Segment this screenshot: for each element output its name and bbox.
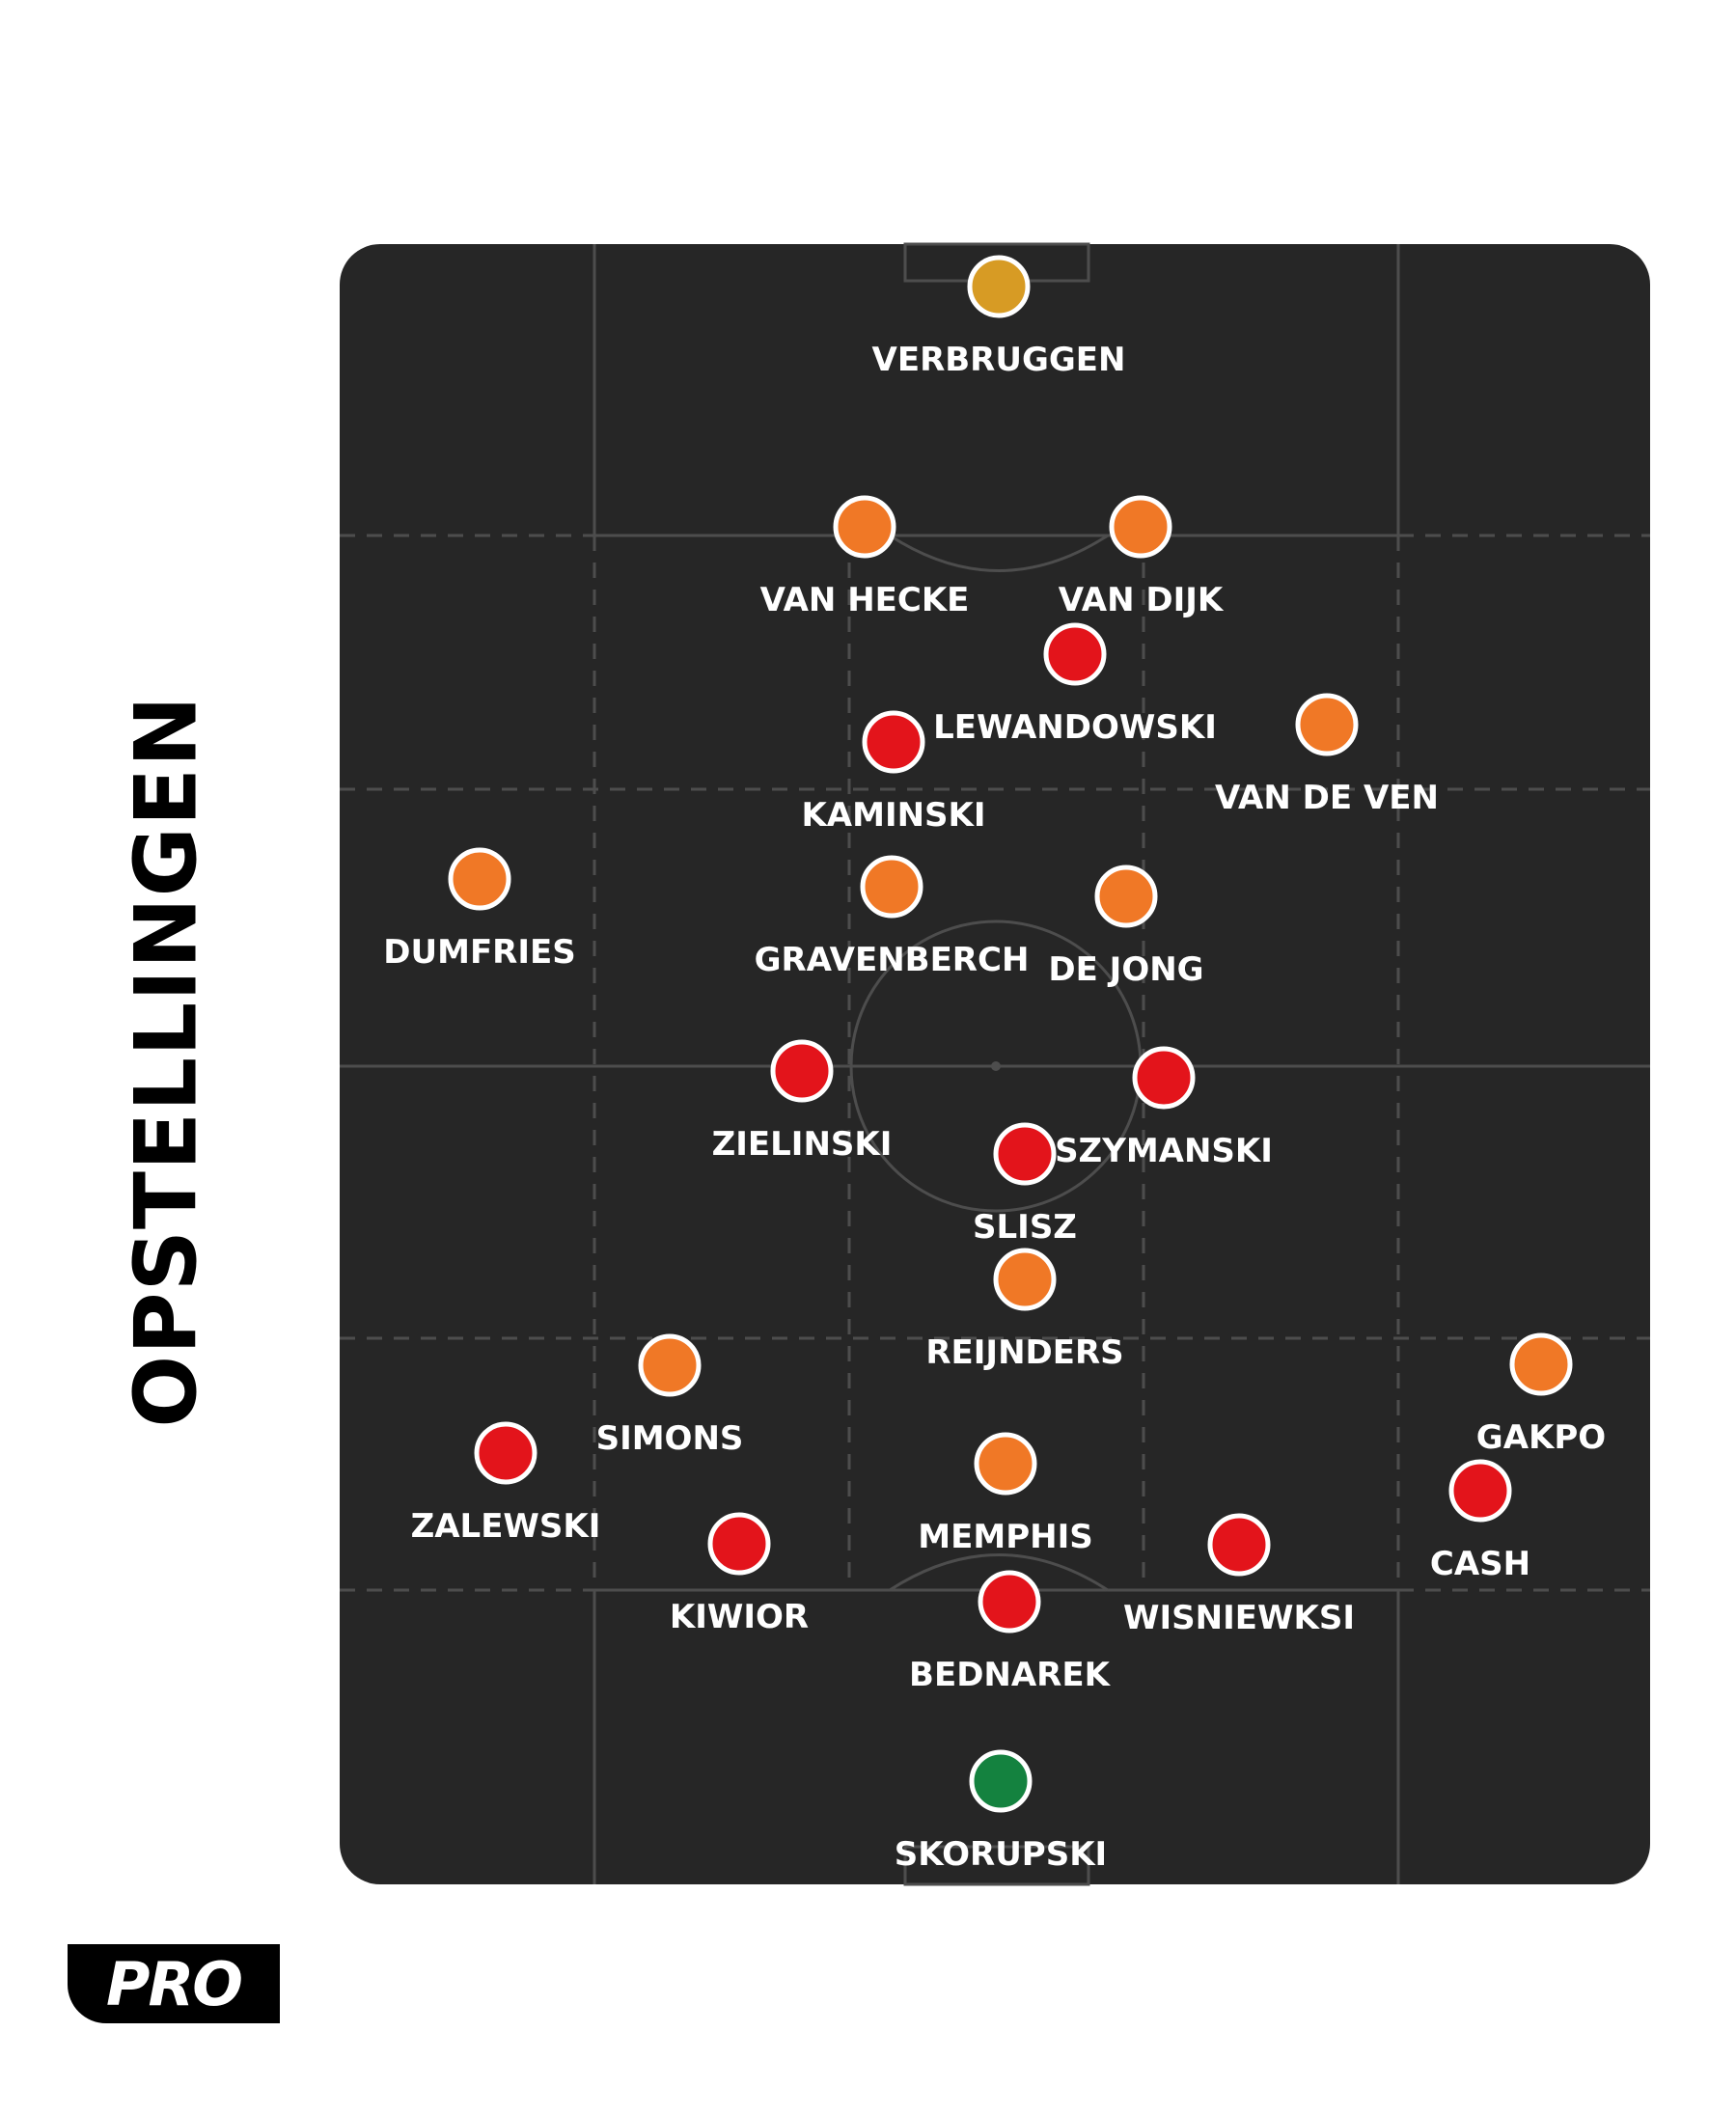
penalty-arc-top	[889, 534, 1109, 572]
player-marker	[1094, 865, 1158, 928]
player-poland: BEDNAREK	[909, 1570, 1112, 1694]
player-netherlands: REIJNDERS	[925, 1248, 1124, 1372]
pro-logo: PRO	[68, 1944, 280, 2023]
player-netherlands: VERBRUGGEN	[872, 255, 1126, 379]
player-poland: LEWANDOWSKI	[933, 622, 1217, 747]
pitch-markings	[340, 242, 1650, 1886]
player-netherlands: VAN DE VEN	[1215, 693, 1439, 817]
player-name: DE JONG	[1048, 950, 1203, 989]
player-marker	[967, 255, 1031, 318]
player-netherlands: SIMONS	[596, 1333, 744, 1458]
player-netherlands: VAN DIJK	[1059, 495, 1225, 619]
player-marker	[707, 1512, 771, 1576]
player-name: SKORUPSKI	[895, 1835, 1107, 1874]
player-name: BEDNAREK	[909, 1656, 1112, 1694]
player-marker	[1448, 1459, 1512, 1523]
player-name: VAN DE VEN	[1215, 779, 1439, 817]
player-marker	[978, 1570, 1041, 1634]
player-marker	[1207, 1513, 1271, 1577]
player-name: SZYMANSKI	[1055, 1132, 1273, 1170]
player-netherlands: DUMFRIES	[383, 847, 576, 972]
player-name: VAN DIJK	[1059, 581, 1225, 619]
player-poland: ZIELINSKI	[712, 1039, 893, 1164]
player-name: KIWIOR	[670, 1598, 809, 1636]
player-name: VAN HECKE	[760, 581, 970, 619]
penalty-arc-bottom	[889, 1553, 1109, 1592]
player-name: GAKPO	[1476, 1418, 1606, 1457]
player-marker	[474, 1421, 537, 1485]
player-netherlands: GRAVENBERCH	[755, 855, 1030, 979]
player-name: SIMONS	[596, 1419, 744, 1458]
player-name: ZIELINSKI	[712, 1125, 893, 1164]
player-poland: KAMINSKI	[801, 710, 986, 835]
player-poland: ZALEWSKI	[411, 1421, 601, 1546]
player-marker	[1043, 622, 1107, 686]
player-name: DUMFRIES	[383, 933, 575, 972]
player-name: GRAVENBERCH	[755, 941, 1030, 979]
player-name: KAMINSKI	[801, 796, 985, 835]
player-name: VERBRUGGEN	[872, 341, 1126, 379]
player-poland: SKORUPSKI	[895, 1749, 1107, 1874]
player-poland: SZYMANSKI	[1055, 1046, 1273, 1170]
player-poland: KIWIOR	[670, 1512, 809, 1636]
player-marker	[638, 1333, 702, 1397]
goal-area-bottom	[903, 1845, 1090, 1886]
player-netherlands: DE JONG	[1048, 865, 1204, 989]
logo-text: PRO	[106, 1948, 243, 2019]
player-name: MEMPHIS	[918, 1518, 1092, 1556]
players-layer: VERBRUGGEN VAN HECKE VAN DIJK VAN DE VEN DUM…	[383, 255, 1606, 1874]
player-netherlands: VAN HECKE	[760, 495, 970, 619]
player-name: LEWANDOWSKI	[933, 708, 1217, 747]
player-name: CASH	[1430, 1545, 1530, 1583]
player-marker	[993, 1248, 1057, 1311]
player-name: WISNIEWKSI	[1123, 1599, 1355, 1637]
player-name: SLISZ	[973, 1208, 1077, 1247]
player-poland: CASH	[1430, 1459, 1530, 1583]
player-marker	[1295, 693, 1359, 756]
player-marker	[862, 710, 925, 774]
player-marker	[860, 855, 923, 919]
player-name: ZALEWSKI	[411, 1507, 601, 1546]
player-poland: SLISZ	[973, 1122, 1077, 1247]
player-marker	[1509, 1332, 1573, 1396]
player-marker	[969, 1749, 1033, 1813]
player-poland: WISNIEWKSI	[1123, 1513, 1355, 1637]
player-marker	[448, 847, 511, 911]
player-marker	[1109, 495, 1172, 559]
player-netherlands: GAKPO	[1476, 1332, 1606, 1457]
player-name: REIJNDERS	[925, 1333, 1123, 1372]
player-marker	[974, 1432, 1037, 1496]
player-marker	[770, 1039, 834, 1103]
player-marker	[1132, 1046, 1196, 1110]
player-marker	[993, 1122, 1057, 1186]
centre-spot	[991, 1061, 1001, 1071]
player-marker	[833, 495, 896, 559]
player-netherlands: MEMPHIS	[918, 1432, 1093, 1556]
